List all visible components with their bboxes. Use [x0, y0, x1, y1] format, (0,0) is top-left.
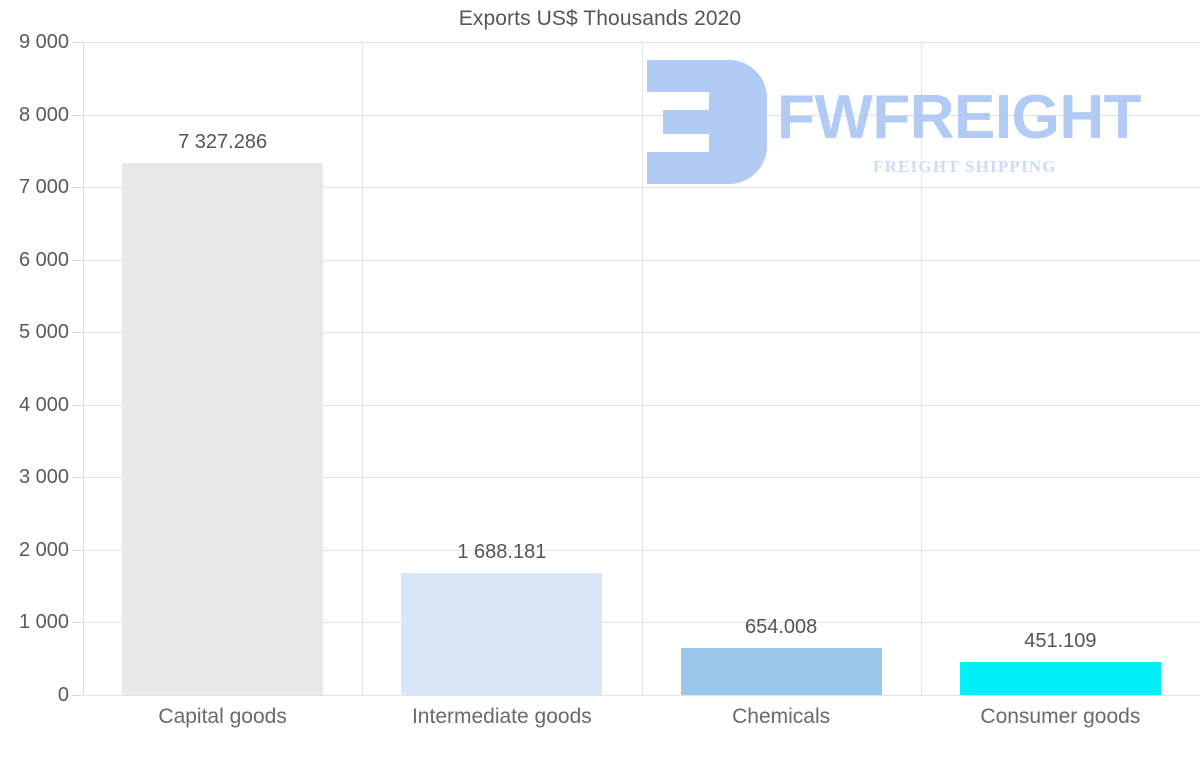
- y-tick-mark: [72, 549, 82, 551]
- y-axis-line: [83, 42, 84, 695]
- gridline-horizontal: [83, 695, 1200, 696]
- bar[interactable]: [122, 163, 324, 695]
- y-tick-label: 8 000: [18, 103, 69, 126]
- y-tick-label: 1 000: [18, 611, 69, 634]
- x-axis-label: Intermediate goods: [411, 705, 592, 728]
- y-tick-mark: [72, 404, 82, 406]
- y-tick-mark: [72, 477, 82, 479]
- gridline-vertical: [362, 42, 364, 695]
- y-tick-mark: [72, 187, 82, 189]
- y-tick-mark: [72, 695, 82, 696]
- x-axis-label: Capital goods: [158, 705, 287, 728]
- gridline-vertical: [641, 42, 643, 695]
- x-axis-label: Consumer goods: [980, 705, 1141, 728]
- y-tick-label: 5 000: [18, 321, 69, 344]
- y-tick-mark: [72, 332, 82, 334]
- y-tick-label: 7 000: [18, 176, 69, 199]
- bar-value-label: 7 327.286: [178, 131, 268, 154]
- gridline-vertical: [920, 42, 922, 695]
- bar-value-label: 1 688.181: [457, 540, 547, 563]
- y-tick-label: 2 000: [18, 538, 69, 561]
- bar[interactable]: [680, 647, 882, 695]
- y-tick-mark: [72, 114, 82, 116]
- y-tick-label: 0: [57, 684, 69, 706]
- bar[interactable]: [959, 662, 1161, 695]
- y-tick-mark: [72, 42, 82, 43]
- y-tick-label: 4 000: [18, 393, 69, 416]
- bar[interactable]: [401, 572, 603, 695]
- y-tick-mark: [72, 259, 82, 261]
- y-tick-mark: [72, 622, 82, 624]
- x-axis-label: Chemicals: [732, 705, 831, 728]
- plot-area: [83, 42, 1200, 696]
- chart-title: Exports US$ Thousands 2020: [458, 7, 742, 30]
- bar-value-label: 654.008: [744, 615, 818, 638]
- y-tick-label: 3 000: [18, 466, 69, 489]
- y-tick-label: 6 000: [18, 248, 69, 271]
- bar-value-label: 451.109: [1024, 630, 1097, 653]
- y-tick-label: 9 000: [18, 31, 69, 53]
